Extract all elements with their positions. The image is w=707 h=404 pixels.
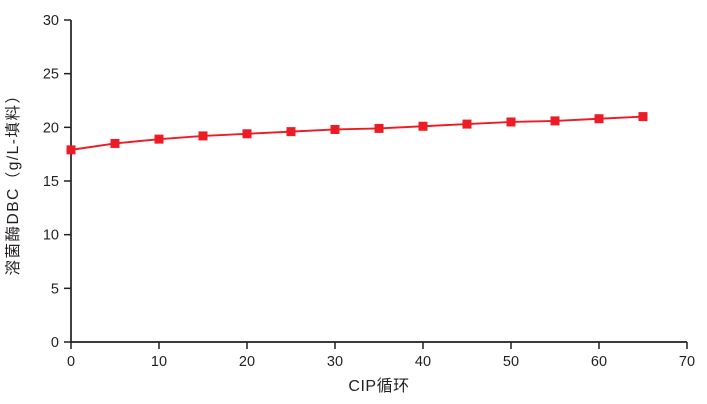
data-point-marker: [594, 114, 604, 124]
x-tick-label: 70: [679, 354, 695, 370]
data-point-marker: [374, 123, 384, 133]
data-point-marker: [242, 129, 252, 139]
x-axis-title: CIP循环: [348, 377, 409, 395]
y-tick-label: 30: [43, 13, 59, 29]
series-line: [70, 115, 644, 151]
data-point-marker: [330, 124, 340, 134]
x-tick-label: 50: [503, 354, 519, 370]
data-point-marker: [462, 119, 472, 129]
axis-lines: [70, 20, 687, 343]
data-point-marker: [286, 127, 296, 137]
y-axis-title: 溶菌酶DBC（g/L-填料）: [4, 87, 22, 276]
y-tick-label: 5: [51, 281, 59, 297]
x-tick-label: 40: [415, 354, 431, 370]
y-tick-label: 0: [51, 335, 59, 351]
y-tick-label: 10: [43, 228, 59, 244]
x-tick-label: 60: [591, 354, 607, 370]
x-tick-label: 0: [67, 354, 75, 370]
x-tick-label: 30: [327, 354, 343, 370]
x-tick-label: 10: [151, 354, 167, 370]
data-point-marker: [550, 116, 560, 126]
plot-area: 0 5 10 15 20 25 30 0 10 20 30 40 50 60 70: [43, 13, 695, 370]
data-point-marker: [110, 138, 120, 148]
data-point-marker: [198, 131, 208, 141]
data-point-marker: [154, 134, 164, 144]
data-point-marker: [506, 117, 516, 127]
y-tick-label: 20: [43, 120, 59, 136]
data-point-marker: [66, 145, 76, 155]
x-tick-label: 20: [239, 354, 255, 370]
y-tick-label: 15: [43, 174, 59, 190]
data-point-marker: [638, 112, 648, 122]
data-point-marker: [418, 121, 428, 131]
y-tick-label: 25: [43, 67, 59, 83]
